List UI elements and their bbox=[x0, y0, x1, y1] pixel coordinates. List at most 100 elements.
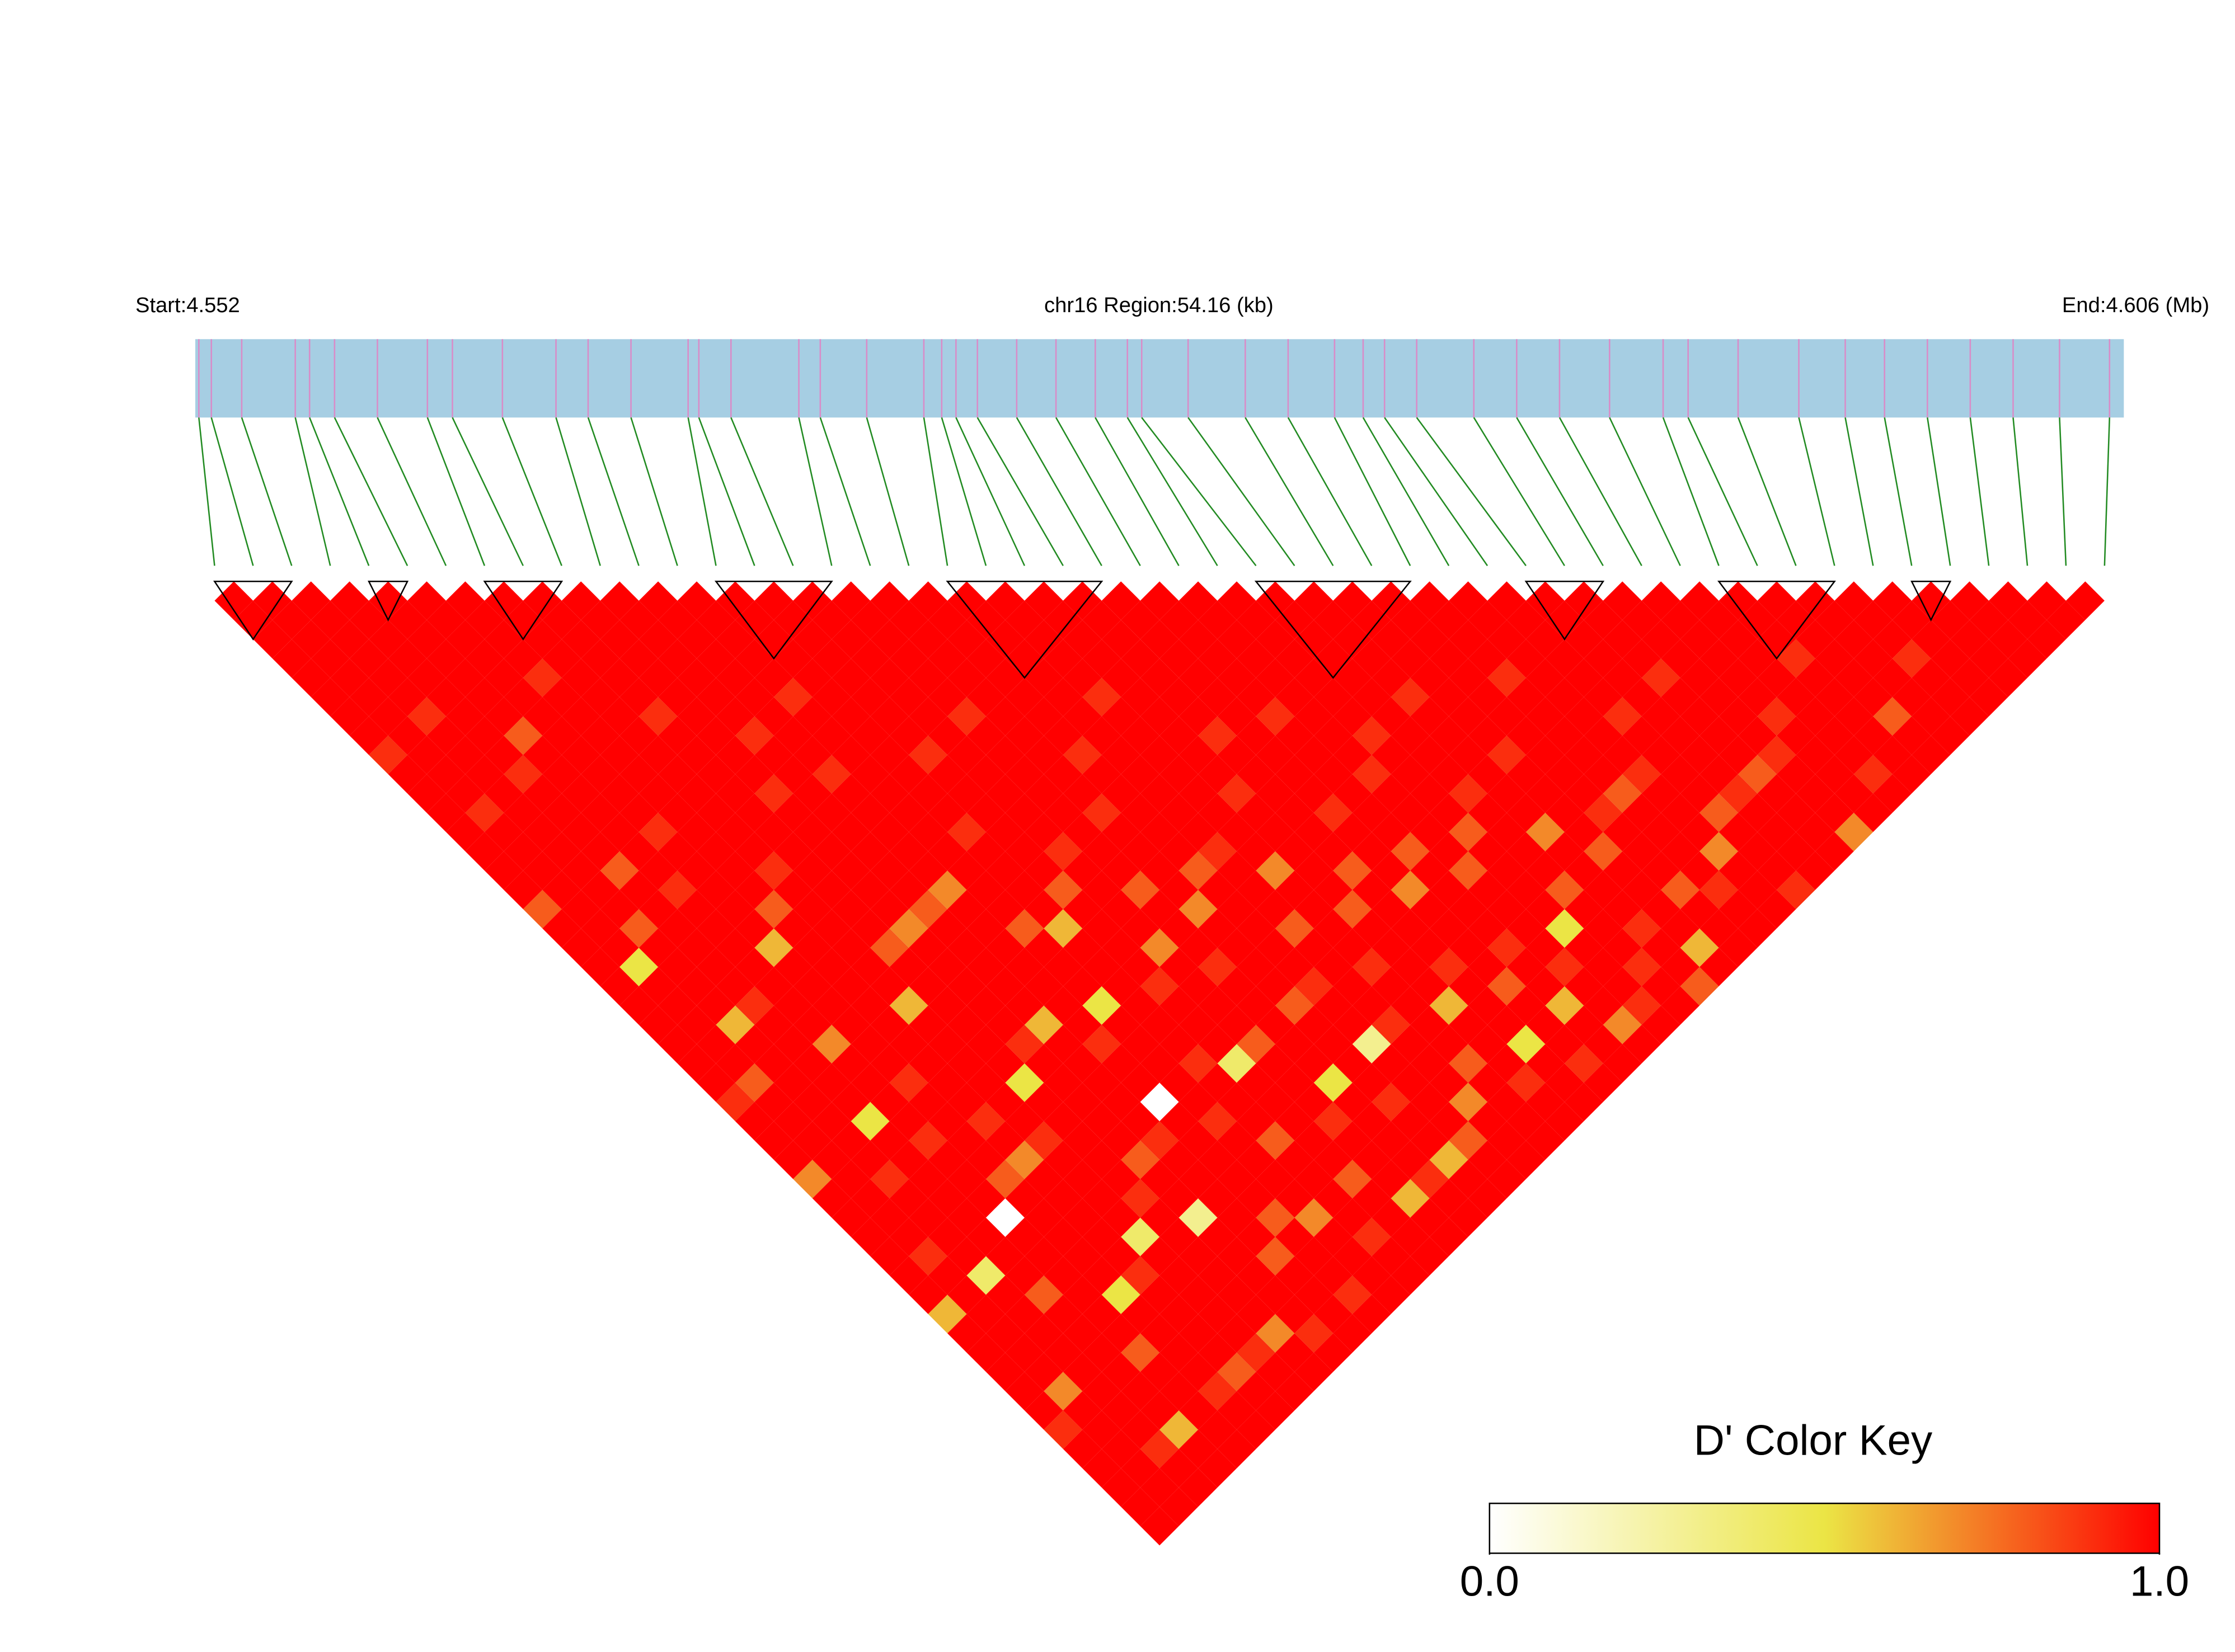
ld-cell bbox=[561, 851, 600, 890]
snp-link bbox=[941, 417, 987, 566]
ld-cell bbox=[1005, 639, 1044, 678]
ld-cell bbox=[1372, 735, 1411, 774]
ld-cell bbox=[1044, 639, 1083, 678]
ld-cell bbox=[1121, 1140, 1160, 1179]
ld-cell bbox=[1738, 870, 1777, 910]
ld-cell bbox=[985, 735, 1025, 774]
ld-cell bbox=[311, 639, 350, 678]
ld-cell bbox=[1063, 1082, 1102, 1122]
ld-cell bbox=[638, 581, 678, 620]
ld-cell bbox=[985, 1044, 1025, 1083]
ld-cell bbox=[832, 967, 871, 1006]
ld-cell bbox=[697, 1024, 735, 1063]
ld-cell bbox=[1892, 716, 1931, 755]
ld-cell bbox=[1892, 755, 1931, 794]
ld-cell bbox=[658, 986, 697, 1025]
ld-cell bbox=[1429, 1179, 1468, 1218]
ld-cell bbox=[1063, 889, 1102, 929]
ld-cell bbox=[716, 851, 755, 890]
ld-cell bbox=[542, 639, 581, 678]
ld-cell bbox=[1159, 600, 1199, 639]
ld-cell bbox=[1931, 639, 1970, 678]
ld-cell bbox=[1005, 1372, 1044, 1411]
ld-cell bbox=[600, 889, 639, 929]
ld-cell bbox=[1950, 581, 1989, 620]
ld-cell bbox=[716, 889, 755, 929]
snp-link bbox=[309, 417, 370, 566]
ld-cell bbox=[1063, 1160, 1102, 1199]
ld-cell bbox=[638, 658, 678, 698]
ld-block bbox=[946, 581, 1104, 679]
ld-cell bbox=[600, 967, 639, 1006]
ld-cell bbox=[1372, 928, 1411, 967]
snp-link bbox=[1095, 417, 1180, 566]
ld-cell bbox=[1140, 1507, 1179, 1546]
ld-cell bbox=[928, 1179, 967, 1218]
ld-cell bbox=[793, 889, 832, 929]
ld-cell bbox=[677, 1044, 716, 1083]
ld-cell bbox=[253, 581, 292, 620]
ld-cell bbox=[1121, 1372, 1160, 1411]
ld-cell bbox=[638, 967, 678, 1006]
ld-cell bbox=[716, 735, 755, 774]
ld-cell bbox=[1564, 697, 1603, 736]
ld-cell bbox=[909, 1082, 948, 1122]
ld-cell bbox=[658, 870, 697, 910]
ld-cell bbox=[1372, 889, 1411, 929]
ld-cell bbox=[716, 658, 755, 698]
snp-link bbox=[587, 417, 640, 566]
ld-cell bbox=[1912, 697, 1951, 736]
ld-cell bbox=[504, 832, 543, 871]
ld-cell bbox=[1873, 697, 1912, 736]
ld-cell bbox=[1372, 1044, 1411, 1083]
ld-cell bbox=[1333, 658, 1372, 698]
snp-link bbox=[1473, 417, 1565, 566]
ld-cell bbox=[1121, 832, 1160, 871]
ld-cell bbox=[581, 909, 620, 948]
ld-cell bbox=[561, 812, 600, 851]
snp-link bbox=[198, 417, 215, 566]
ld-cell bbox=[1372, 851, 1411, 890]
ld-cell bbox=[1468, 870, 1507, 910]
snp-link bbox=[452, 417, 524, 566]
ld-cell bbox=[677, 812, 716, 851]
ld-cell bbox=[233, 600, 273, 639]
ld-cell bbox=[754, 967, 793, 1006]
ld-cell bbox=[1429, 1063, 1468, 1102]
ld-cell bbox=[638, 1005, 678, 1044]
ld-cell bbox=[697, 1063, 735, 1102]
ld-cell bbox=[1603, 967, 1642, 1006]
ld-cell bbox=[697, 870, 735, 910]
snp-link bbox=[687, 417, 717, 566]
ld-cell bbox=[793, 967, 832, 1006]
ld-cell bbox=[542, 600, 581, 639]
ld-cell bbox=[1661, 639, 1700, 678]
ld-cell bbox=[947, 967, 986, 1006]
ld-cell bbox=[947, 1082, 986, 1122]
ld-cell bbox=[2065, 581, 2105, 620]
ld-cell bbox=[1121, 716, 1160, 755]
ld-cell bbox=[1063, 581, 1102, 620]
ld-cell bbox=[1429, 755, 1468, 794]
ld-cell bbox=[542, 909, 581, 948]
ld-cell bbox=[928, 639, 967, 678]
ld-cell bbox=[1641, 812, 1680, 851]
ld-cell bbox=[1275, 1256, 1314, 1295]
ld-cell bbox=[1873, 658, 1912, 698]
ld-cell bbox=[600, 735, 639, 774]
ld-cell bbox=[1429, 986, 1468, 1025]
ld-cell bbox=[909, 967, 948, 1006]
ld-cell bbox=[1063, 851, 1102, 890]
snp-link bbox=[1969, 417, 1990, 566]
snp-link bbox=[630, 417, 678, 566]
ld-cell bbox=[1912, 581, 1951, 620]
ld-cell bbox=[1468, 832, 1507, 871]
ld-cell bbox=[1140, 1044, 1179, 1083]
ld-cell bbox=[1082, 639, 1121, 678]
ld-cell bbox=[1564, 735, 1603, 774]
ld-cell bbox=[1564, 581, 1603, 620]
ld-cell bbox=[1873, 581, 1912, 620]
ld-cell bbox=[832, 1044, 871, 1083]
ld-cell bbox=[1641, 774, 1680, 813]
ld-cell bbox=[1275, 1217, 1314, 1256]
